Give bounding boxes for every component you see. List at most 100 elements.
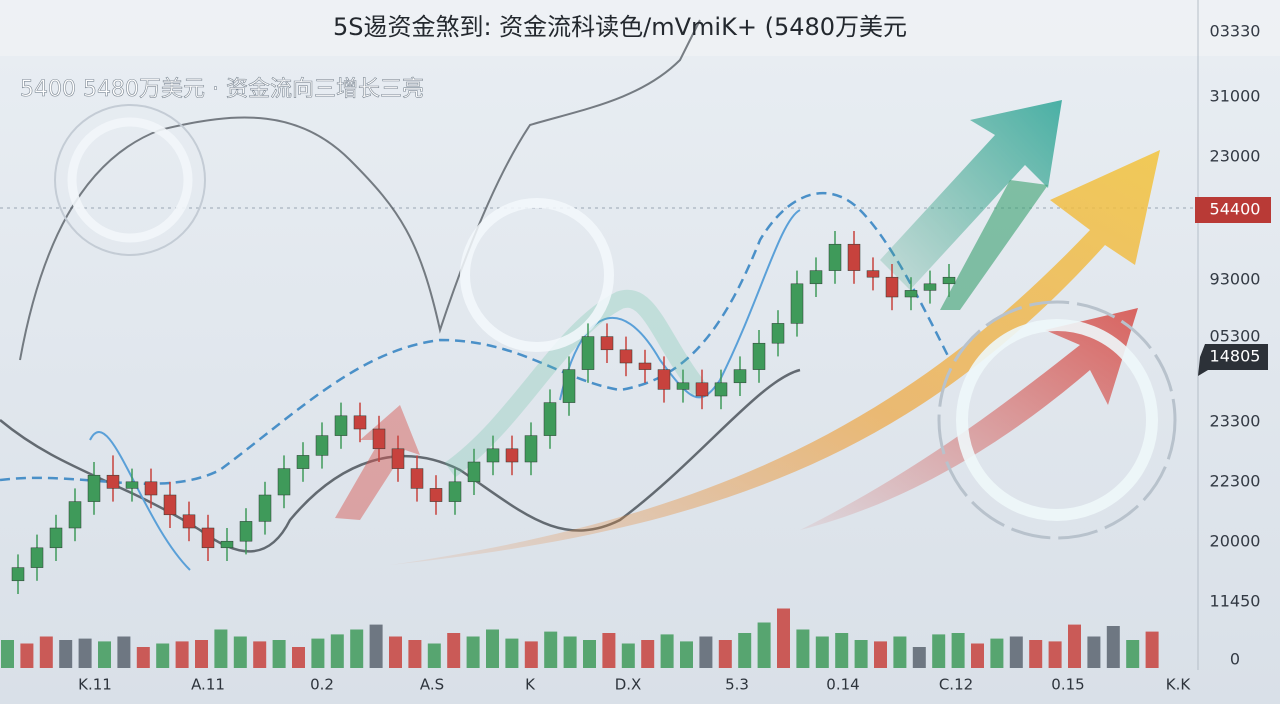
volume-bar	[738, 633, 752, 668]
x-tick-label: 0.2	[310, 676, 334, 694]
volume-bar	[1029, 640, 1043, 668]
volume-bar	[1087, 636, 1101, 668]
volume-bar	[156, 643, 170, 668]
volume-bar	[39, 636, 53, 668]
volume-bar	[1145, 631, 1159, 668]
candle-body	[353, 415, 367, 430]
candle-body	[828, 243, 842, 271]
candle-body	[657, 369, 671, 390]
axis-label: 93000	[1210, 270, 1261, 289]
volume-bar	[214, 629, 228, 668]
volume-bar	[20, 643, 34, 668]
volume-bar	[98, 641, 111, 668]
candle-body	[847, 243, 861, 271]
candle-body	[163, 494, 177, 516]
volume-bar	[1126, 640, 1140, 668]
volume-bar	[893, 636, 907, 668]
axis-label: 11450	[1210, 592, 1261, 611]
volume-bar	[912, 647, 926, 668]
axis-label: 03330	[1210, 22, 1261, 41]
candle-body	[790, 283, 804, 324]
axis-label: 0	[1230, 650, 1240, 669]
axis-label: 22300	[1210, 472, 1261, 491]
candle-body	[752, 342, 766, 370]
candle-body	[182, 514, 196, 529]
rings	[54, 104, 1177, 540]
candle-body	[600, 336, 614, 351]
volume-bar	[311, 638, 325, 668]
candle-body	[315, 435, 329, 456]
candle-body	[239, 521, 253, 542]
volume-bar	[990, 638, 1004, 668]
axis-label: 54400	[1210, 200, 1261, 219]
price-tag	[1195, 197, 1271, 223]
volume-bar	[195, 640, 208, 668]
volume-bar	[660, 634, 674, 668]
volume-bar	[427, 643, 441, 668]
volume-bar	[1106, 626, 1120, 668]
x-tick-label: A.S	[420, 676, 444, 694]
candle-body	[410, 468, 424, 489]
volume-bar	[505, 638, 519, 668]
volume-bar	[272, 640, 286, 668]
x-tick-label: C.12	[939, 676, 973, 694]
volume-bar	[641, 640, 655, 668]
volume-bar	[1009, 636, 1023, 668]
candle-body	[334, 415, 348, 436]
price-tag	[1198, 344, 1268, 376]
candle-body	[638, 362, 652, 370]
arrows	[335, 100, 1160, 565]
candle-body	[68, 501, 82, 529]
volume-bar	[1068, 624, 1081, 668]
candle-body	[619, 349, 633, 364]
candle-body	[258, 494, 272, 522]
volume-bar	[602, 633, 616, 668]
axis-label: 23000	[1210, 147, 1261, 166]
candle-body	[942, 276, 956, 285]
candle-body	[429, 488, 443, 502]
axis-label: 05300	[1210, 327, 1261, 346]
candle-body	[201, 527, 215, 549]
volume-bar	[718, 640, 732, 668]
candle-body	[581, 336, 595, 370]
volume-bar	[874, 641, 887, 668]
x-tick-label: K.11	[78, 676, 112, 694]
volume-bar	[136, 647, 150, 668]
candle-body	[391, 448, 405, 469]
marks	[1, 231, 1159, 668]
candle-body	[904, 290, 918, 298]
volume-bar	[621, 643, 635, 668]
volume-bar	[951, 633, 965, 668]
volume-bar	[524, 641, 538, 668]
candle-body	[144, 481, 158, 496]
candle-body	[467, 461, 481, 483]
x-tick-label: A.11	[191, 676, 225, 694]
volume-bar	[117, 636, 131, 668]
volume-bar	[369, 624, 383, 668]
candle-body	[543, 402, 557, 436]
candle-body	[220, 540, 234, 549]
x-tick-label: 5.3	[725, 676, 749, 694]
volume-bar	[253, 641, 267, 668]
x-tick-label: 0.14	[826, 676, 859, 694]
volume-bar	[486, 629, 499, 668]
volume-bar	[583, 640, 596, 668]
candle-body	[448, 481, 462, 502]
volume-bar	[971, 643, 984, 668]
candle-body	[885, 276, 899, 298]
volume-bar	[408, 640, 422, 668]
volume-bar	[796, 629, 810, 668]
x-tick-label: K	[525, 676, 536, 694]
candle-body	[714, 382, 728, 397]
volume-bar	[59, 640, 73, 668]
candle-body	[923, 283, 937, 291]
volume-bar	[835, 633, 849, 668]
volume-bar	[680, 641, 693, 668]
x-tick-label: 0.15	[1051, 676, 1084, 694]
candle-body	[866, 270, 880, 278]
volume-bar	[292, 647, 305, 668]
volume-bar	[854, 640, 868, 668]
volume-bar	[447, 633, 461, 668]
volume-bar	[466, 636, 480, 668]
